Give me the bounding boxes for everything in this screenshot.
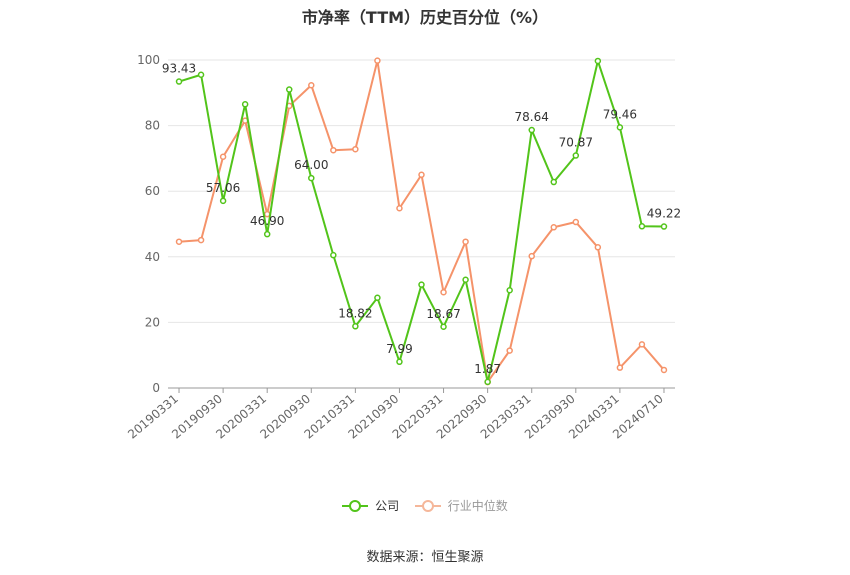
industry-point <box>462 238 469 245</box>
y-tick-label: 80 <box>145 119 160 133</box>
data-label: 64.00 <box>294 158 328 172</box>
industry-point <box>594 244 602 251</box>
grid-lines <box>168 59 675 323</box>
data-label: 7.99 <box>386 342 413 356</box>
company-point <box>660 223 668 230</box>
legend: 公司 行业中位数 <box>0 497 850 514</box>
data-label: 18.67 <box>426 307 460 321</box>
y-tick-label: 0 <box>152 381 160 395</box>
industry-point <box>418 171 425 179</box>
data-label: 49.22 <box>647 207 681 221</box>
company-point <box>263 230 271 238</box>
data-label: 93.43 <box>162 62 196 76</box>
series <box>175 57 668 386</box>
data-label: 70.87 <box>559 136 593 150</box>
industry-point <box>550 224 558 231</box>
company-point <box>572 152 580 159</box>
company-point <box>462 276 469 284</box>
company-point <box>175 78 183 85</box>
company-point <box>528 126 535 134</box>
legend-company-label: 公司 <box>375 499 400 513</box>
source-note: 数据来源：恒生聚源 <box>366 550 484 565</box>
industry-point <box>638 341 646 348</box>
company-point <box>330 251 337 259</box>
company-point <box>506 287 513 294</box>
legend-industry-label: 行业中位数 <box>447 499 508 513</box>
industry-point <box>374 57 381 64</box>
industry-point <box>506 347 513 354</box>
company-point <box>197 71 205 79</box>
data-labels: 93.43 57.06 46.90 64.00 18.82 7.99 18.67 1.87 78… <box>162 62 681 376</box>
industry-point <box>572 218 580 226</box>
company-point <box>440 323 447 331</box>
industry-point <box>396 205 403 212</box>
legend-industry-swatch-icon <box>414 499 441 513</box>
y-tick-label: 20 <box>145 315 160 329</box>
company-point <box>241 101 249 108</box>
data-label: 18.82 <box>338 306 372 320</box>
y-tick-label: 60 <box>145 184 160 198</box>
company-point <box>484 378 491 386</box>
company-point <box>594 57 602 65</box>
company-point <box>616 124 624 131</box>
company-point <box>396 358 403 366</box>
data-label: 1.87 <box>474 362 501 376</box>
company-point <box>374 294 381 302</box>
company-point <box>638 223 646 230</box>
legend-item-industry[interactable]: 行业中位数 <box>414 497 508 514</box>
industry-point <box>197 236 205 244</box>
y-tick-label: 40 <box>145 250 160 264</box>
company-point <box>219 197 227 205</box>
data-label: 78.64 <box>515 110 549 124</box>
data-label: 46.90 <box>250 214 284 228</box>
data-label: 57.06 <box>206 181 240 195</box>
company-point <box>550 178 558 186</box>
company-point <box>352 323 359 330</box>
company-point <box>285 86 293 93</box>
industry-point <box>660 366 668 374</box>
industry-point <box>175 238 183 245</box>
chart-title: 市净率（TTM）历史百分位（%） <box>301 8 549 27</box>
industry-point <box>528 252 535 260</box>
legend-item-company[interactable]: 公司 <box>342 497 399 514</box>
industry-point <box>440 288 447 296</box>
data-label: 79.46 <box>603 107 637 121</box>
company-point <box>308 174 315 182</box>
industry-point <box>308 82 315 89</box>
company-point <box>418 281 425 288</box>
industry-point <box>330 146 337 154</box>
industry-point <box>352 145 359 153</box>
y-tick-label: 100 <box>137 53 160 67</box>
industry-point <box>219 153 227 161</box>
legend-company-swatch-icon <box>342 499 369 513</box>
industry-point <box>616 364 624 371</box>
